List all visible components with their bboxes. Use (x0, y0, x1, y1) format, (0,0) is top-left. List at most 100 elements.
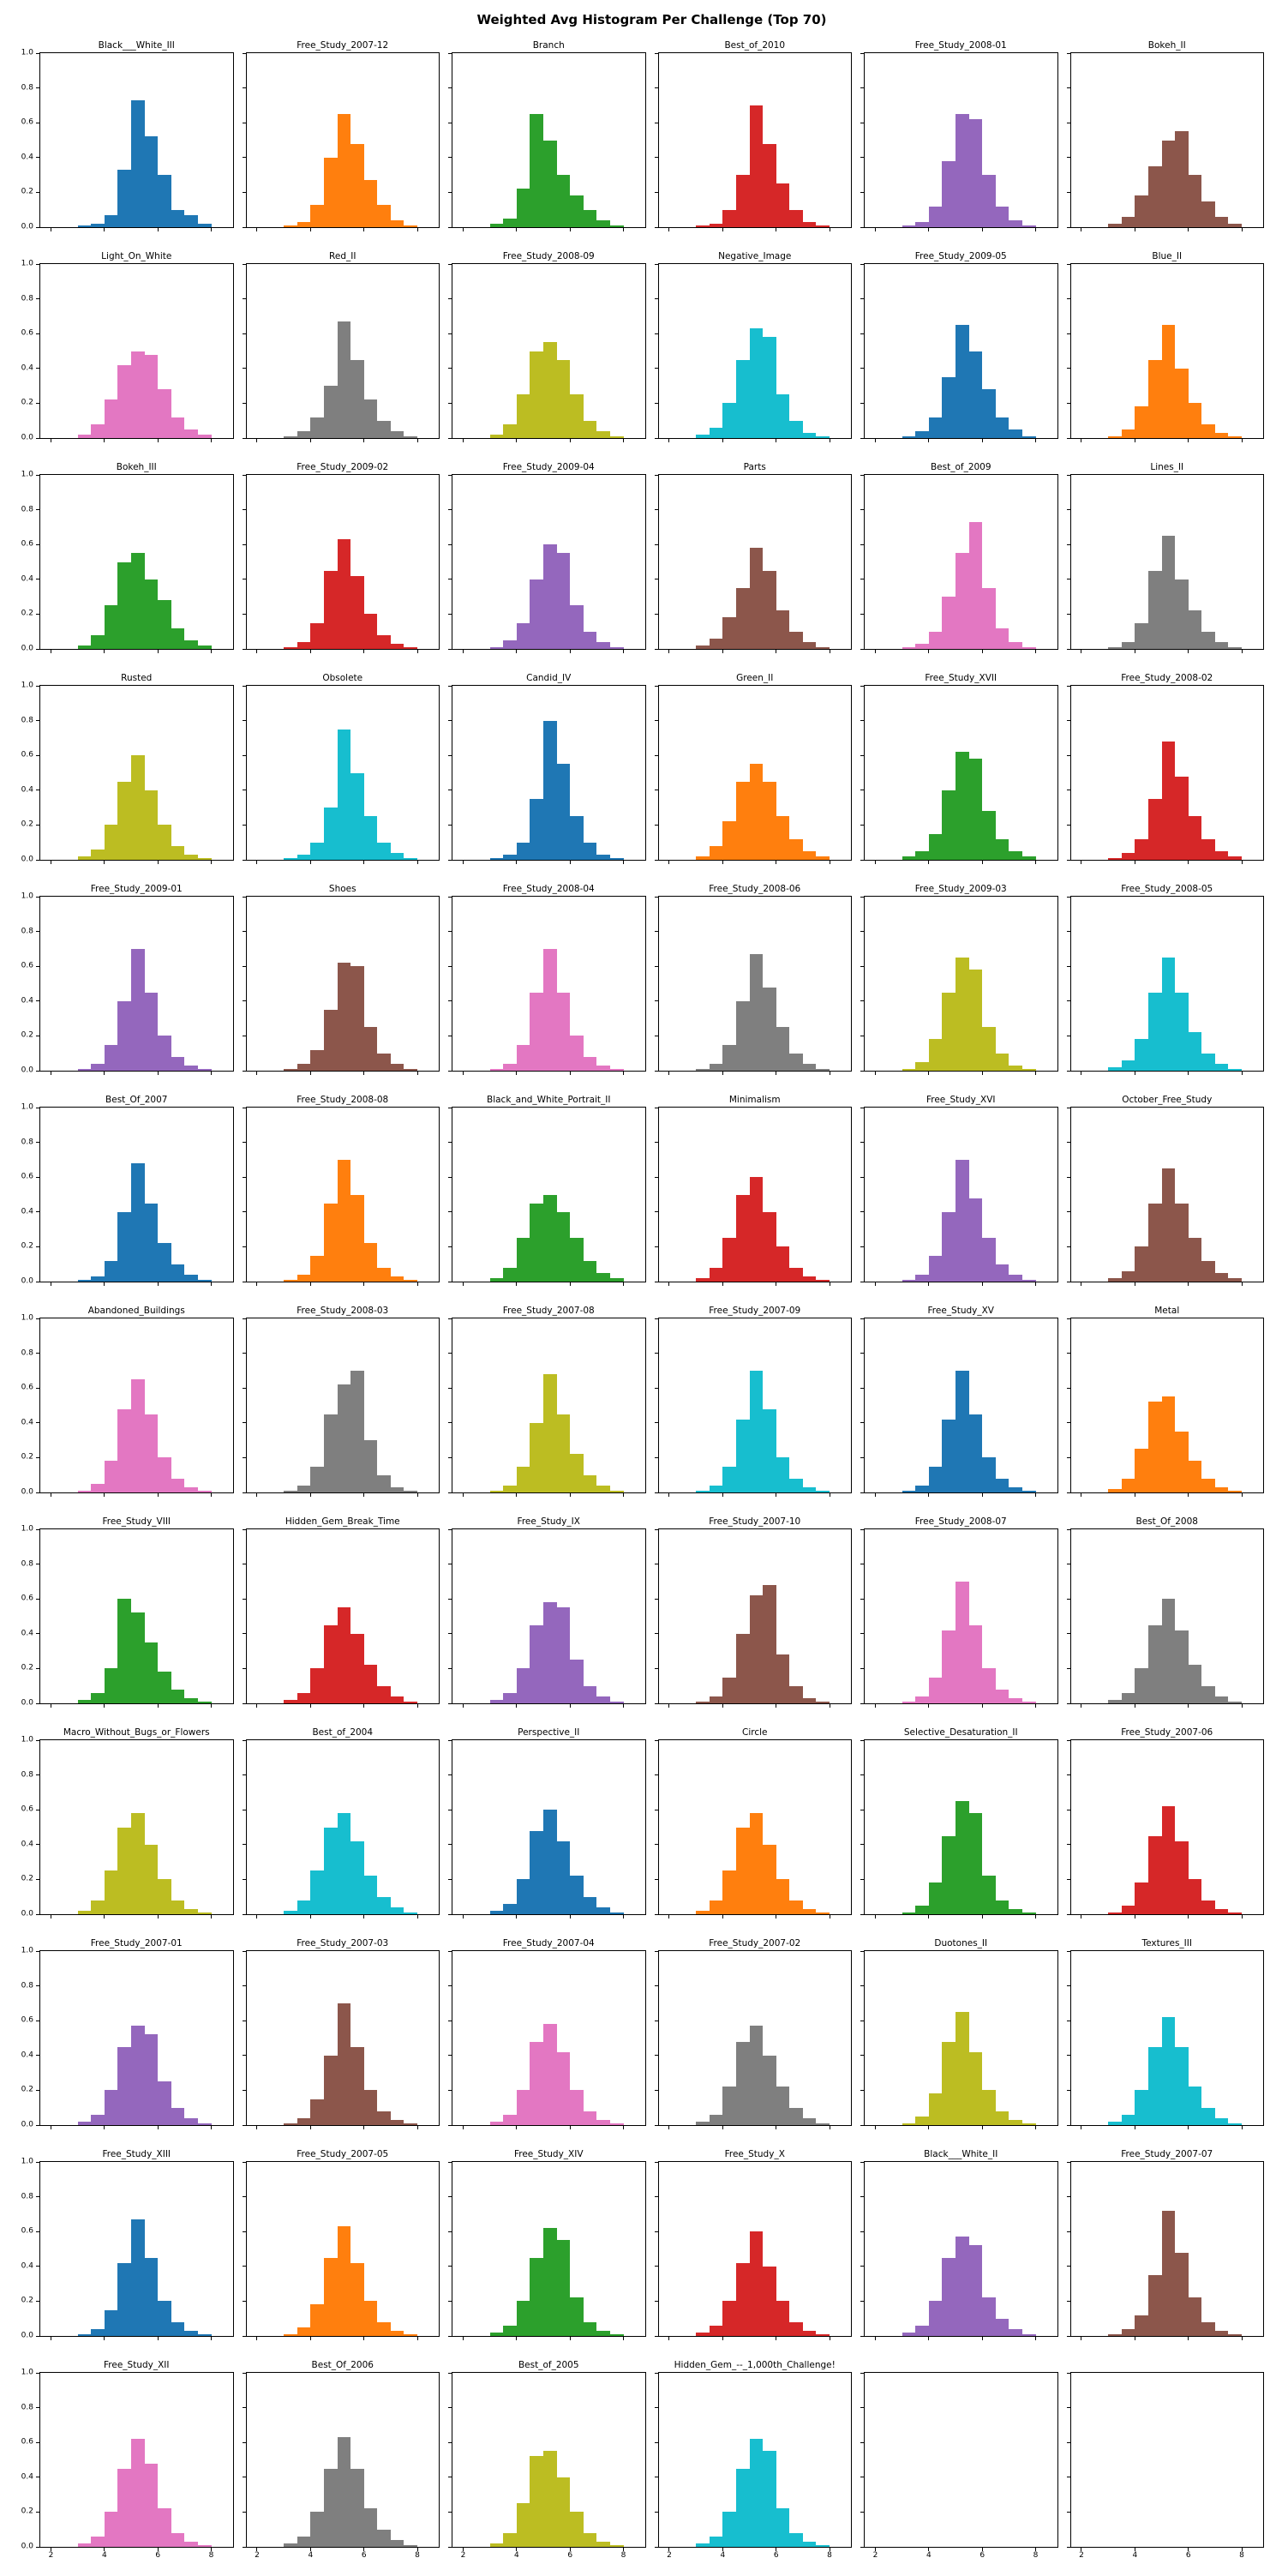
histogram-bar (530, 798, 543, 860)
y-tick-label: 0.2 (21, 2507, 33, 2516)
subplot: Free_Study_XV (860, 1305, 1058, 1497)
y-tick-mark (860, 1913, 864, 1915)
histogram-bar (1161, 325, 1176, 438)
histogram-bar (583, 420, 597, 438)
subplot-title: Free_Study_XVII (925, 673, 997, 683)
x-tick-label: 6 (1185, 2551, 1191, 2560)
histogram-bar (1121, 1270, 1135, 1282)
histogram-bar (131, 1612, 145, 1703)
y-tick-mark (242, 402, 246, 404)
x-tick-mark (157, 1282, 159, 1286)
histogram-bar (942, 1211, 956, 1282)
y-tick-mark (36, 87, 39, 89)
histogram-bar (763, 1584, 776, 1703)
x-tick-mark (981, 650, 983, 653)
x-tick-label: 8 (415, 2551, 420, 2560)
x-tick-mark (157, 1915, 159, 1918)
x-tick-mark (211, 1072, 213, 1075)
subplot: Black___White_II (860, 2148, 1058, 2340)
y-tick-mark (448, 1844, 452, 1846)
y-tick-mark (448, 402, 452, 404)
histogram-bar (377, 634, 391, 649)
histogram-bar (1108, 435, 1122, 438)
histogram-bar (323, 1414, 338, 1492)
histogram-bar (1228, 1490, 1243, 1492)
histogram-bar (802, 432, 817, 438)
y-tick-mark (654, 720, 658, 722)
histogram-bar (763, 1211, 776, 1282)
y-tick-mark (860, 2511, 864, 2513)
y-tick-mark (654, 1667, 658, 1669)
plot-area (654, 1107, 852, 1286)
y-tick-label: 0.6 (21, 750, 33, 760)
histogram-bar (709, 1485, 723, 1492)
x-tick-mark (363, 861, 365, 864)
y-tick-mark (1066, 1878, 1070, 1880)
y-tick-mark (860, 2335, 864, 2337)
histogram-bar (696, 1490, 710, 1492)
histogram-bar (570, 2090, 584, 2125)
y-tick-mark (242, 1246, 246, 1247)
histogram-bar (928, 833, 943, 860)
plot-area (242, 1739, 440, 1918)
y-tick-mark (860, 2055, 864, 2057)
histogram-bar (543, 342, 557, 438)
histogram-bar (197, 2123, 212, 2125)
histogram-bar (583, 2321, 597, 2336)
y-tick-mark (242, 1492, 246, 1493)
y-tick-mark (1066, 1070, 1070, 1072)
histogram-bar (1121, 1478, 1135, 1492)
histogram-bar (802, 221, 817, 227)
y-tick-mark (448, 298, 452, 300)
subplot-title: Free_Study_2008-02 (1121, 673, 1213, 683)
y-tick-mark (860, 1878, 864, 1880)
subplot: Free_Study_2007-03 (242, 1937, 440, 2129)
plot-area (448, 1739, 646, 1918)
y-tick-mark (654, 931, 658, 933)
subplot-title: Free_Study_2008-09 (502, 251, 595, 261)
y-tick-mark (1066, 1950, 1070, 1952)
subplot: Best_of_2005 2 4 6 8 (448, 2359, 646, 2560)
histogram-bar (709, 845, 723, 860)
histogram-bar (982, 1668, 996, 1703)
y-tick-mark (242, 2266, 246, 2267)
x-tick-mark (928, 861, 930, 864)
histogram-bar (902, 1701, 916, 1703)
y-tick-mark (36, 226, 39, 228)
y-tick-mark (36, 1422, 39, 1424)
histogram-bar (789, 2532, 803, 2547)
plot-area (242, 1107, 440, 1286)
histogram-bar (1021, 2123, 1036, 2125)
histogram-bar (543, 544, 557, 649)
subplot-title: Macro_Without_Bugs_or_Flowers (63, 1727, 210, 1738)
y-tick-mark (654, 1422, 658, 1424)
histogram-bar (390, 2539, 404, 2547)
y-tick-mark (860, 754, 864, 756)
subplot-title: Free_Study_2007-01 (90, 1938, 183, 1949)
x-tick-mark (928, 439, 930, 442)
histogram-bar (570, 1238, 584, 1282)
histogram-bar (1135, 2090, 1148, 2125)
y-tick-mark (448, 1528, 452, 1530)
x-tick-mark (928, 228, 930, 231)
histogram-bar (310, 1255, 324, 1282)
x-tick-mark (1035, 1072, 1037, 1075)
histogram-bar (1009, 1065, 1022, 1071)
y-tick-mark (860, 1667, 864, 1669)
y-tick-mark (654, 298, 658, 300)
histogram-bar (816, 1068, 830, 1071)
plot-area: 0.0 0.2 0.4 0.6 0.8 1.0 (21, 471, 234, 653)
histogram-bar (1201, 838, 1215, 860)
histogram-bar (377, 842, 391, 860)
x-tick-mark (874, 1493, 876, 1497)
histogram-bar (310, 2099, 324, 2125)
y-tick-mark (1066, 896, 1070, 898)
x-tick-mark (462, 1493, 464, 1497)
x-tick-mark (981, 439, 983, 442)
histogram-bar (323, 570, 338, 649)
subplot-title: Black_and_White_Portrait_II (487, 1095, 611, 1105)
histogram-bar (709, 638, 723, 649)
x-tick-mark (668, 1704, 670, 1708)
y-tick-mark (448, 648, 452, 650)
x-tick-mark (874, 439, 876, 442)
